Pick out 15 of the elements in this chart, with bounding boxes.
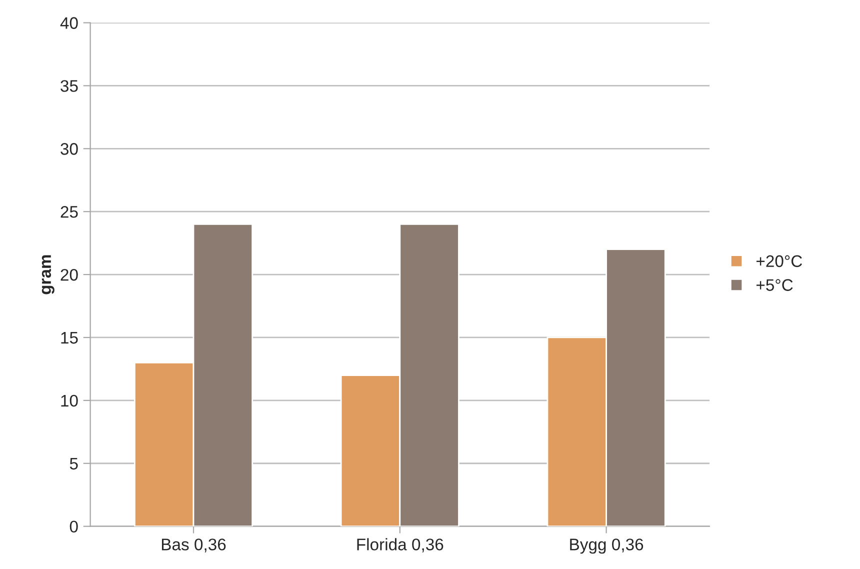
- y-tick-label: 40: [60, 17, 78, 29]
- x-tick-label: Bygg 0,36: [570, 538, 644, 554]
- y-tick-label: 25: [60, 206, 78, 218]
- y-tick-label: 30: [60, 143, 78, 155]
- x-tick-label: Florida 0,36: [357, 538, 444, 552]
- legend-label: +5°C: [756, 279, 793, 291]
- y-tick-label: 0: [70, 520, 78, 533]
- y-tick-label: 20: [60, 268, 78, 281]
- y-tick-label: 35: [60, 80, 78, 92]
- y-tick-label: 15: [61, 332, 78, 344]
- legend-label: +20°C: [756, 255, 802, 268]
- x-tick-label: Bas 0,36: [162, 538, 226, 552]
- y-tick-label: 5: [70, 458, 78, 470]
- y-axis-title: gram: [42, 255, 54, 294]
- y-tick-label: 10: [61, 394, 78, 407]
